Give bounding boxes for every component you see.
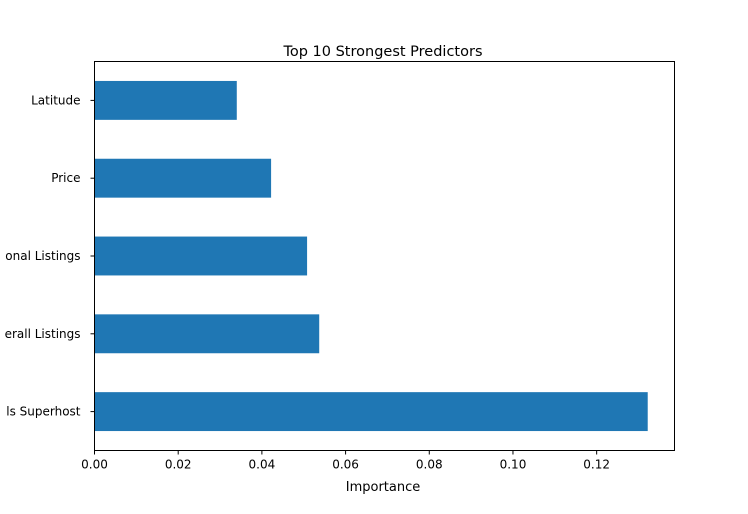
x-tick-label: 0.00 (81, 458, 108, 472)
bar (94, 80, 237, 120)
y-tick-label: Latitude (31, 93, 80, 107)
x-tick-label: 0.12 (583, 458, 610, 472)
x-tick-label: 0.08 (416, 458, 443, 472)
bar (94, 158, 272, 198)
x-tick-label: 0.02 (165, 458, 192, 472)
bar (94, 392, 648, 432)
plot-frame (94, 61, 675, 451)
bar (94, 314, 320, 354)
x-tick-label: 0.06 (332, 458, 359, 472)
bar-group (94, 80, 648, 432)
y-tick-label: erall Listings (5, 327, 81, 341)
chart-title: Top 10 Strongest Predictors (282, 44, 482, 60)
y-tick-label: onal Listings (5, 249, 80, 263)
x-tick-label: 0.04 (249, 458, 276, 472)
y-tick-label: ls Superhost (6, 405, 81, 419)
y-tick-label: Price (51, 171, 80, 185)
y-axis-ticks: Latitude Price onal Listings erall Listings… (5, 93, 95, 419)
x-axis-label: Importance (346, 480, 421, 495)
bar (94, 236, 308, 276)
x-axis-ticks: 0.00 0.02 0.04 0.06 0.08 0.10 0.12 (81, 450, 610, 472)
x-tick-label: 0.10 (500, 458, 527, 472)
